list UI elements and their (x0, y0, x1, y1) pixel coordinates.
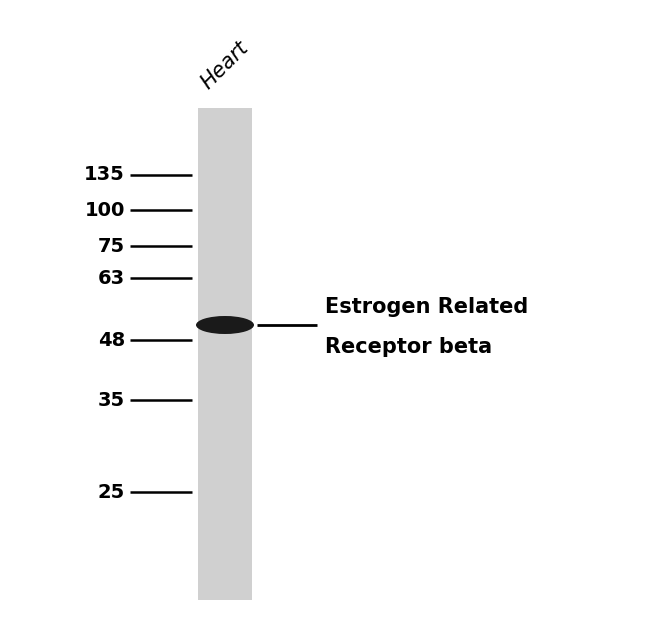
Text: 48: 48 (98, 331, 125, 349)
Text: Receptor beta: Receptor beta (325, 337, 492, 357)
Ellipse shape (196, 316, 254, 334)
Text: 100: 100 (84, 200, 125, 219)
Text: Estrogen Related: Estrogen Related (325, 297, 528, 317)
Text: 25: 25 (98, 482, 125, 502)
Text: 35: 35 (98, 391, 125, 410)
Text: 75: 75 (98, 236, 125, 255)
Text: 63: 63 (98, 269, 125, 288)
Bar (198, 108, 252, 600)
Text: 135: 135 (84, 166, 125, 185)
Text: Heart: Heart (198, 37, 253, 93)
